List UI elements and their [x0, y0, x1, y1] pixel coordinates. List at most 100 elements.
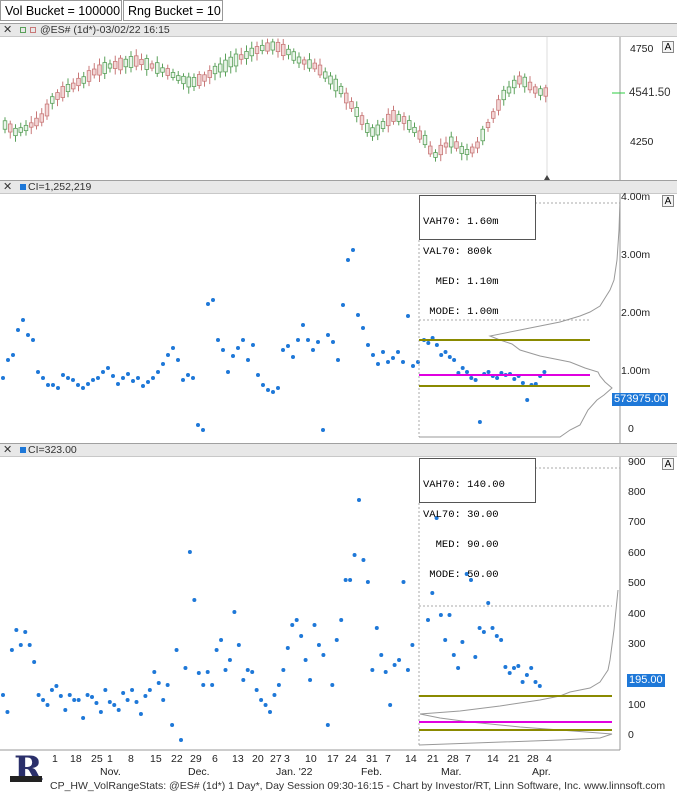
close-icon[interactable]: ✕ [3, 24, 13, 36]
data-point [192, 598, 197, 602]
data-point [98, 710, 103, 714]
stat-line: MED: 1.10m [423, 276, 499, 288]
x-tick-label: 21 [508, 753, 520, 765]
data-point [23, 630, 28, 634]
data-point [131, 379, 135, 383]
data-point [1, 376, 5, 380]
data-point [406, 314, 410, 318]
candle-body [228, 56, 233, 68]
data-point [183, 666, 188, 670]
data-point [81, 386, 85, 390]
data-point [72, 698, 77, 702]
y-tick: 100 [628, 699, 646, 711]
candle-body [533, 86, 538, 94]
data-point [361, 558, 366, 562]
x-tick-label: 7 [385, 753, 391, 765]
candle-body [370, 127, 375, 137]
stat-line: VAH70: 140.00 [423, 479, 505, 491]
data-point [529, 666, 534, 670]
candle-body [470, 146, 475, 154]
close-icon[interactable]: ✕ [3, 181, 13, 193]
data-point [71, 378, 75, 382]
candle-body [244, 51, 249, 59]
autoscale-button-pane1[interactable]: A [662, 41, 674, 53]
data-point [232, 610, 237, 614]
data-point [296, 338, 300, 342]
y-tick: 1.00m [621, 365, 651, 377]
data-point [268, 710, 272, 714]
candle-body [123, 58, 128, 68]
data-point [430, 591, 435, 595]
data-point [294, 618, 299, 622]
data-point [14, 628, 19, 632]
data-point [191, 376, 195, 380]
data-point [343, 578, 348, 582]
autoscale-button-pane3[interactable]: A [662, 458, 674, 470]
data-point [21, 318, 25, 322]
data-point [161, 362, 165, 366]
rng-bucket-field[interactable]: Rng Bucket = 10 [123, 0, 223, 21]
data-point [477, 420, 482, 424]
data-point [443, 638, 448, 642]
x-tick-label: 20 [252, 753, 264, 765]
data-point [386, 360, 390, 364]
data-point [259, 698, 264, 702]
candle-body [506, 86, 512, 94]
candle-body [412, 126, 417, 134]
data-point [251, 343, 255, 347]
data-point [116, 382, 120, 386]
series-color-icon [20, 184, 26, 190]
data-point [334, 638, 339, 642]
series-color-icon [20, 447, 26, 453]
candle-body [39, 113, 44, 123]
data-point [370, 668, 375, 672]
candle-body [86, 70, 92, 82]
data-point [321, 653, 326, 657]
x-tick-label: 25 [91, 753, 103, 765]
autoscale-button-pane2[interactable]: A [662, 195, 674, 207]
close-icon[interactable]: ✕ [3, 444, 13, 456]
data-point [63, 708, 68, 712]
candle-body [260, 44, 265, 52]
x-tick-label: 6 [212, 753, 218, 765]
data-point [86, 382, 90, 386]
y-tick: 800 [628, 486, 646, 498]
x-tick-label: 17 [327, 753, 339, 765]
data-point [36, 693, 41, 697]
candle-body [102, 62, 107, 74]
data-point [90, 695, 94, 699]
candle-body [23, 124, 29, 132]
pane3-header: ✕ CI=323.00 [0, 443, 677, 457]
data-point [507, 671, 512, 675]
data-point [460, 366, 465, 370]
data-point [5, 710, 10, 714]
x-tick-label: 18 [70, 753, 82, 765]
data-point [226, 370, 230, 374]
data-point [443, 350, 448, 354]
candle-body [527, 81, 533, 91]
data-point [371, 353, 375, 357]
x-tick-label: 4 [546, 753, 552, 765]
data-point [241, 338, 245, 342]
vol-bucket-field[interactable]: Vol Bucket = 100000 [0, 0, 122, 21]
y-tick: 0 [628, 423, 634, 435]
data-point [339, 618, 344, 622]
candle-body [501, 89, 506, 101]
data-point [58, 694, 63, 698]
data-point [512, 377, 517, 381]
x-tick-label: 1 [52, 753, 58, 765]
x-month-label: Dec. [188, 766, 210, 778]
data-point [281, 348, 285, 352]
data-point [96, 376, 100, 380]
candle-body [76, 77, 81, 87]
stats-box-pane2: VAH70: 1.60m VAL70: 800k MED: 1.10m MODE… [419, 195, 536, 317]
data-point [227, 658, 232, 662]
data-point [325, 723, 330, 727]
candle-body [165, 68, 170, 76]
data-point [11, 353, 15, 357]
data-point [141, 384, 145, 388]
candle-body [480, 128, 485, 142]
candle-body [13, 127, 18, 137]
data-point [486, 370, 491, 374]
